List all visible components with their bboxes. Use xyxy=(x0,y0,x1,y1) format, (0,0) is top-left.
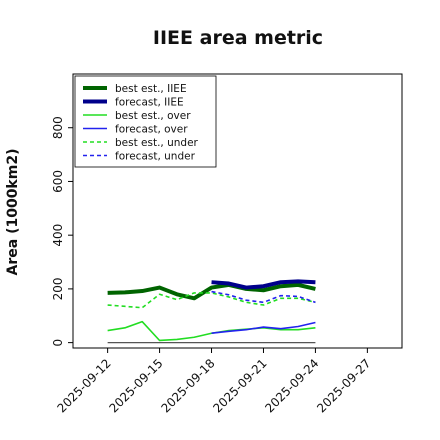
y-axis-label: Area (1000km2) xyxy=(5,149,21,276)
legend-label: best est., IIEE xyxy=(115,83,187,95)
legend-label: forecast, IIEE xyxy=(115,97,184,109)
series-line-0 xyxy=(107,282,316,301)
x-tick-label: 2025-09-24 xyxy=(262,356,321,415)
legend-label: forecast, over xyxy=(115,124,188,136)
y-tick-label: 600 xyxy=(51,170,65,193)
series-line-5 xyxy=(211,290,316,304)
series-line-1 xyxy=(211,279,316,290)
chart-title: IIEE area metric xyxy=(153,27,323,49)
x-tick-label: 2025-09-21 xyxy=(210,356,269,415)
x-tick-label: 2025-09-18 xyxy=(158,356,217,415)
series-line-4 xyxy=(107,292,316,309)
legend-label: best est., under xyxy=(115,137,199,149)
y-tick-label: 400 xyxy=(51,224,65,247)
legend-label: best est., over xyxy=(115,110,191,122)
y-tick-label: 0 xyxy=(51,339,65,347)
x-tick-label: 2025-09-12 xyxy=(55,356,114,415)
legend-label: forecast, under xyxy=(115,151,196,163)
x-tick-label: 2025-09-15 xyxy=(106,356,165,415)
y-tick-label: 200 xyxy=(51,277,65,300)
legend-box xyxy=(74,75,217,168)
x-tick-label: 2025-09-27 xyxy=(314,356,373,415)
y-tick-label: 800 xyxy=(51,116,65,139)
series-line-3 xyxy=(211,321,316,335)
